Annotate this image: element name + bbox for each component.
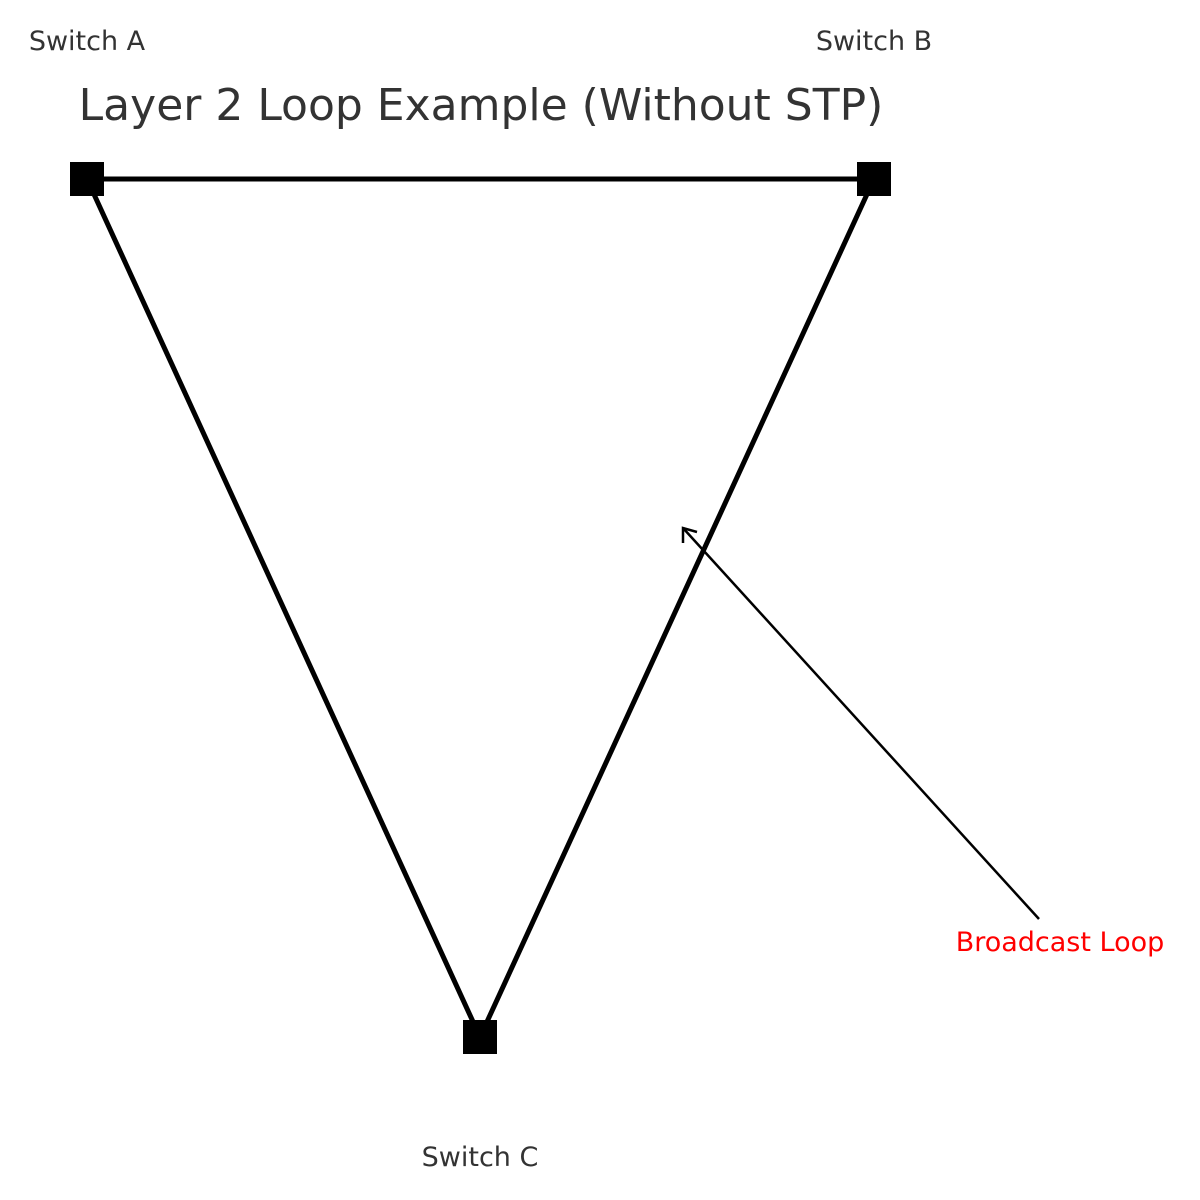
switch-c-node — [463, 1020, 497, 1054]
switch-a-label: Switch A — [29, 26, 146, 57]
diagram-title: Layer 2 Loop Example (Without STP) — [79, 80, 884, 131]
switch-c-label: Switch C — [422, 1142, 539, 1173]
switch-b-label: Switch B — [816, 26, 932, 57]
broadcast-loop-label: Broadcast Loop — [956, 927, 1165, 958]
switch-a-node — [70, 162, 104, 196]
broadcast-loop-arrow — [681, 526, 1040, 920]
link-switch-b-switch-c — [477, 177, 877, 1039]
switch-b-node — [857, 162, 891, 196]
link-switch-a-switch-c — [84, 177, 483, 1039]
